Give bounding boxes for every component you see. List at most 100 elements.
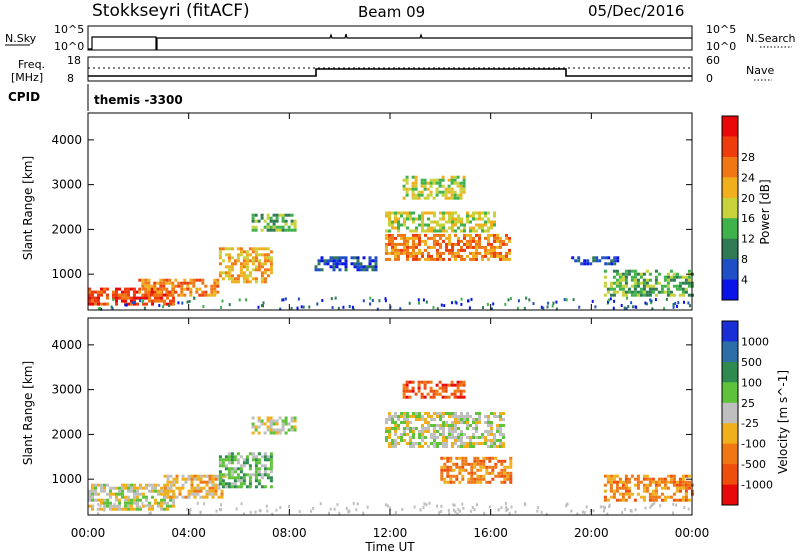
data-cell [448, 436, 451, 439]
data-cell [260, 280, 264, 284]
data-cell [508, 239, 511, 243]
data-cell [406, 254, 409, 258]
speckle-cell [506, 507, 509, 511]
x-axis-ticks: 00:00 04:00 08:00 12:00 16:00 20:00 00:00 [71, 113, 709, 540]
data-cell [290, 228, 294, 232]
data-cell [118, 504, 121, 508]
data-cell [233, 470, 237, 474]
data-cell [175, 480, 179, 484]
data-cell [497, 471, 501, 475]
data-cell [281, 422, 285, 426]
data-cell [409, 439, 412, 442]
data-cell [166, 507, 169, 511]
data-cell [476, 480, 480, 484]
data-cell [476, 459, 480, 463]
data-cell [163, 501, 166, 505]
data-cell [412, 415, 415, 418]
speckle-cell [621, 511, 624, 514]
data-cell [210, 290, 214, 294]
speckle-cell [497, 508, 500, 512]
data-cell [462, 383, 466, 387]
data-cell [218, 461, 222, 465]
data-cell [221, 464, 225, 468]
data-cell [293, 425, 297, 429]
data-cell [423, 383, 427, 387]
data-cell [469, 233, 472, 237]
data-cell [448, 214, 451, 218]
data-cell [245, 458, 249, 462]
data-cell [636, 480, 640, 484]
data-cell [612, 480, 616, 484]
velocity-ylabel: Slant Range [km] [21, 361, 35, 465]
data-cell [245, 280, 249, 284]
colorbar-segment [722, 423, 738, 445]
data-cell [88, 290, 91, 294]
data-cell [218, 256, 222, 260]
data-cell [618, 272, 622, 276]
data-cell [284, 416, 288, 420]
data-cell [224, 271, 228, 275]
data-cell [400, 251, 403, 255]
data-cell [446, 480, 450, 484]
data-cell [224, 482, 228, 486]
data-cell [344, 268, 348, 272]
data-cell [499, 439, 502, 442]
data-cell [397, 415, 400, 418]
data-cell [613, 259, 617, 263]
data-cell [405, 187, 409, 191]
colorbar-segment [722, 238, 738, 260]
data-cell [141, 293, 145, 297]
speckle-cell [143, 306, 146, 310]
data-cell [166, 480, 170, 484]
speckle-cell [312, 506, 315, 510]
data-cell [260, 476, 264, 480]
data-cell [461, 459, 465, 463]
speckle-cell [181, 301, 184, 305]
data-cell [470, 477, 474, 481]
data-cell [415, 217, 418, 221]
data-cell [103, 302, 106, 306]
data-cell [484, 421, 487, 424]
data-cell [463, 418, 466, 421]
data-cell [618, 281, 622, 285]
data-cell [394, 445, 397, 448]
data-cell [496, 427, 499, 430]
data-cell [97, 483, 100, 487]
data-cell [433, 442, 436, 445]
data-cell [642, 495, 646, 499]
data-cell [121, 492, 124, 496]
data-cell [421, 239, 424, 243]
speckle-cell [352, 501, 355, 505]
data-cell [421, 229, 424, 233]
data-cell [621, 495, 625, 499]
data-cell [323, 259, 327, 263]
data-cell [505, 233, 508, 237]
data-cell [397, 220, 400, 224]
data-cell [391, 442, 394, 445]
data-cell [171, 293, 175, 297]
data-cell [278, 228, 282, 232]
data-cell [239, 455, 243, 459]
data-cell [115, 492, 118, 496]
speckle-cell [576, 512, 579, 516]
data-cell [130, 489, 133, 493]
data-cell [418, 257, 421, 261]
data-cell [220, 477, 224, 481]
data-cell [115, 290, 118, 294]
data-cell [466, 214, 469, 218]
data-cell [472, 217, 475, 221]
data-cell [458, 471, 462, 475]
data-cell [440, 465, 444, 469]
data-cell [603, 275, 607, 279]
data-cell [148, 504, 151, 508]
colorbar-tick-label: 20 [741, 192, 755, 205]
data-cell [624, 275, 628, 279]
data-cell [491, 456, 495, 460]
data-cell [411, 386, 415, 390]
data-cell [144, 290, 148, 294]
y-tick-label: 2000 [51, 427, 82, 441]
speckle-cell [578, 305, 581, 309]
data-cell [452, 474, 456, 478]
data-cell [648, 492, 652, 496]
data-cell [257, 259, 261, 263]
